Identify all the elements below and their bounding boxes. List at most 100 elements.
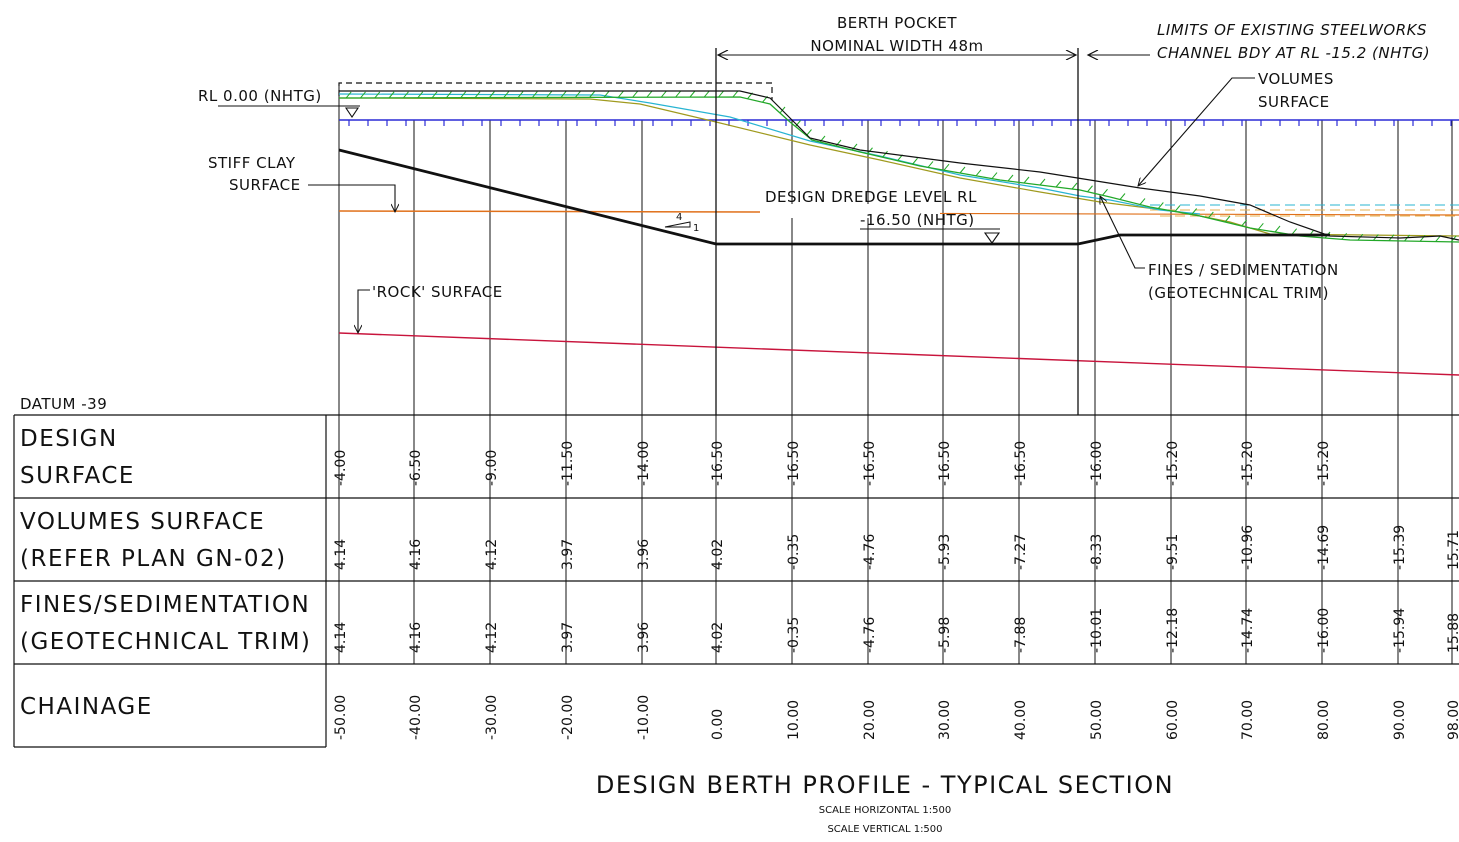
rl-zero-level-symbol <box>344 107 360 118</box>
volumes-surface-value: -5.93 <box>937 534 953 570</box>
fines-hatch-mark <box>474 91 481 98</box>
fines-value: -10.01 <box>1089 608 1105 653</box>
fines-hatch-mark <box>1102 188 1108 196</box>
fines-hatch-mark <box>959 166 966 174</box>
row-header-chainage: CHAINAGE <box>20 694 153 720</box>
chainage-value: 90.00 <box>1392 700 1408 740</box>
fines-hatch-mark <box>851 143 858 151</box>
volumes-surface-value: 3.97 <box>560 539 576 570</box>
fines-hatch-mark <box>503 91 510 98</box>
volumes-surface-value: -15.39 <box>1392 525 1408 570</box>
fines-hatch-mark <box>460 91 467 99</box>
fines-hatch-mark <box>360 91 366 99</box>
rock-surface-leader <box>358 289 370 333</box>
fines-hatch-mark <box>1039 178 1046 186</box>
dredge-level-label-line2: -16.50 (NHTG) <box>860 211 975 229</box>
rock-surface-label: 'ROCK' SURFACE <box>372 283 503 301</box>
fines-value: -14.74 <box>1240 608 1256 653</box>
design-surface-value: -16.00 <box>1089 441 1105 486</box>
fines-hatch-mark <box>1119 193 1126 200</box>
fines-hatch-mark <box>1055 180 1062 188</box>
design-surface-value: -16.50 <box>862 441 878 486</box>
slope-indicator: 4 1 <box>664 212 699 234</box>
design-surface-value: -9.00 <box>484 450 500 486</box>
limits-label-line2: CHANNEL BDY AT RL -15.2 (NHTG) <box>1157 44 1430 62</box>
svg-text:1: 1 <box>693 223 699 234</box>
chainage-value: 20.00 <box>862 700 878 740</box>
design-surface-value: -15.20 <box>1316 441 1332 486</box>
fines-hatch-mark <box>943 163 950 171</box>
fines-hatch-mark <box>431 91 438 99</box>
row-header-volumes-line2: (REFER PLAN GN-02) <box>20 546 287 572</box>
chainage-value: -40.00 <box>408 695 424 740</box>
rl-zero-label: RL 0.00 (NHTG) <box>198 87 322 105</box>
berth-pocket-label: BERTH POCKET <box>837 14 957 32</box>
volumes-surface-value: 4.12 <box>484 539 500 570</box>
fines-hatch-mark <box>560 91 567 98</box>
fines-hatch-mark <box>1274 225 1281 233</box>
fines-value: 4.16 <box>408 622 424 653</box>
fines-hatch-mark <box>603 91 610 98</box>
fines-value: -12.18 <box>1165 608 1181 653</box>
scale-vertical: SCALE VERTICAL 1:500 <box>827 824 942 835</box>
row-header-volumes-line1: VOLUMES SURFACE <box>20 509 265 535</box>
datum-label: DATUM -39 <box>20 395 107 413</box>
fines-hatch-mark <box>417 91 424 99</box>
fines-hatch-mark <box>1207 211 1214 219</box>
volumes-surface-value: -10.96 <box>1240 525 1256 570</box>
design-surface-value: -14.00 <box>636 441 652 486</box>
volumes-surface-value: -7.27 <box>1013 534 1029 570</box>
fines-hatch-mark <box>1241 219 1248 227</box>
fines-hatch-mark <box>991 172 998 179</box>
chainage-value: 70.00 <box>1240 700 1256 740</box>
volumes-surface-label-line1: VOLUMES <box>1258 70 1334 88</box>
fines-hatch-mark <box>1157 202 1164 209</box>
fines-hatch-mark <box>517 91 524 98</box>
fines-hatch-mark <box>546 91 553 98</box>
limits-label-line1: LIMITS OF EXISTING STEELWORKS <box>1157 21 1427 39</box>
svg-text:4: 4 <box>676 212 682 223</box>
fines-value: 4.14 <box>333 622 349 653</box>
fines-hatch-mark <box>882 150 888 158</box>
design-surface-value: -15.20 <box>1240 441 1256 486</box>
volumes-surface-value: -9.51 <box>1165 534 1181 570</box>
fines-hatch-mark <box>531 91 538 98</box>
fines-hatch-mark <box>660 90 667 98</box>
berth-pocket-width-label: NOMINAL WIDTH 48m <box>810 37 983 55</box>
stiff-clay-label-line2: SURFACE <box>229 176 301 194</box>
fines-value: 3.96 <box>636 622 652 653</box>
row-header-fines-line1: FINES/SEDIMENTATION <box>20 592 310 618</box>
chainage-value: 30.00 <box>937 700 953 740</box>
fines-hatch-mark <box>1257 223 1264 230</box>
fines-hatch-mark <box>646 90 653 98</box>
fines-hatch-mark <box>388 91 395 99</box>
chainage-value: 80.00 <box>1316 700 1332 740</box>
fines-leader <box>1100 196 1145 269</box>
volumes-surface-value: 3.96 <box>636 539 652 570</box>
chainage-value: 10.00 <box>786 700 802 740</box>
design-surface-value: -11.50 <box>560 441 576 486</box>
fines-hatch-mark <box>589 91 596 98</box>
existing-wharf-outline <box>338 82 773 100</box>
row-header-design-line2: SURFACE <box>20 463 135 489</box>
row-header-fines-line2: (GEOTECHNICAL TRIM) <box>20 629 311 655</box>
fines-hatch-mark <box>718 90 724 98</box>
fines-hatch-mark <box>374 91 381 99</box>
volumes-surface-value: -4.76 <box>862 534 878 570</box>
volumes-surface-label-line2: SURFACE <box>1258 93 1330 111</box>
chainage-value: 0.00 <box>710 709 726 740</box>
water-surface-line <box>339 119 1459 126</box>
fines-hatch-mark <box>1007 174 1014 182</box>
design-surface-value: -4.00 <box>333 450 349 486</box>
fines-value: -7.88 <box>1013 617 1029 653</box>
olive-surface-line <box>338 97 1459 237</box>
fines-hatch-mark <box>927 161 934 168</box>
chainage-value: -50.00 <box>333 695 349 740</box>
fines-hatch-mark <box>975 169 982 177</box>
fines-hatch-mark <box>403 91 409 99</box>
chainage-value: 98.00 <box>1446 700 1459 740</box>
scale-horizontal: SCALE HORIZONTAL 1:500 <box>819 805 951 816</box>
rock-surface-line <box>338 332 1459 376</box>
fines-label-line1: FINES / SEDIMENTATION <box>1148 261 1339 279</box>
design-surface-value: -6.50 <box>408 450 424 486</box>
